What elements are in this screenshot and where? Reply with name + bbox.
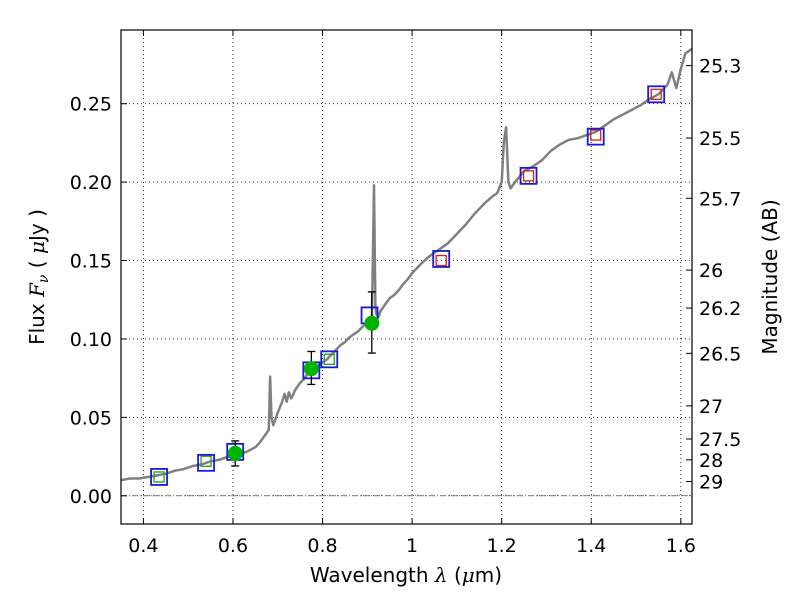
- spectrum-line: [120, 47, 693, 482]
- x-tick-label: 0.4: [128, 535, 158, 557]
- plot-background: [121, 30, 692, 524]
- photometry-square: [320, 350, 339, 369]
- y-tick-label: 0.25: [70, 94, 112, 116]
- mag-tick-label: 26.5: [699, 343, 741, 365]
- model-marker: [323, 353, 335, 365]
- model-marker: [590, 129, 602, 141]
- mag-tick-label: 25.5: [699, 128, 741, 150]
- x-tick-label: 0.8: [307, 535, 337, 557]
- x-tick-label: 1.4: [576, 535, 606, 557]
- photometry-square: [586, 127, 605, 146]
- photometry-square: [150, 468, 168, 486]
- y-tick-label: 0.05: [70, 407, 112, 429]
- y-tick-label: 0.00: [70, 486, 112, 508]
- mag-tick-label: 25.3: [699, 56, 741, 78]
- observed-layer: [227, 291, 380, 467]
- model-marker: [522, 170, 535, 182]
- x-ticks: 0.4 0.6 0.8 1 1.2 1.4 1.6: [128, 30, 696, 557]
- model-marker: [435, 254, 447, 267]
- mag-tick-label: 25.7: [699, 188, 741, 210]
- model-marker: [153, 471, 165, 483]
- observed-point: [227, 445, 243, 461]
- model-marker: [650, 88, 662, 100]
- mag-tick-label: 27: [699, 396, 723, 418]
- y-tick-label: 0.15: [70, 251, 112, 273]
- photometry-square: [197, 453, 215, 472]
- x-tick-label: 0.6: [218, 535, 248, 557]
- observed-point: [303, 361, 319, 377]
- spectrum-layer: [120, 47, 693, 482]
- photometry-square: [519, 166, 538, 185]
- mag-tick-label: 27.5: [699, 429, 741, 451]
- photometry-square: [647, 85, 666, 104]
- plot-frame: [120, 29, 693, 525]
- mag-tick-label: 28: [699, 450, 723, 472]
- y-tick-label: 0.20: [70, 172, 112, 194]
- x-tick-label: 1: [406, 535, 418, 557]
- x-axis-title: Wavelength λ (μm): [310, 563, 502, 587]
- y-axis-title: Flux Fν ( μJy ): [25, 209, 52, 345]
- mag-tick-label: 29: [699, 472, 723, 494]
- mag-tick-label: 26.2: [699, 298, 741, 320]
- observed-point: [364, 315, 380, 331]
- marker-layer: [153, 88, 662, 483]
- photometry-square: [432, 250, 451, 268]
- y2-axis-title: Magnitude (AB): [758, 199, 782, 354]
- y-tick-label: 0.10: [70, 329, 112, 351]
- model-marker: [200, 455, 212, 467]
- x-tick-label: 1.6: [666, 535, 696, 557]
- x-tick-label: 1.2: [487, 535, 517, 557]
- y-ticks: 0.00 0.05 0.10 0.15 0.20 0.25: [70, 94, 127, 508]
- mag-tick-label: 26: [699, 260, 723, 282]
- square-layer: [150, 85, 666, 486]
